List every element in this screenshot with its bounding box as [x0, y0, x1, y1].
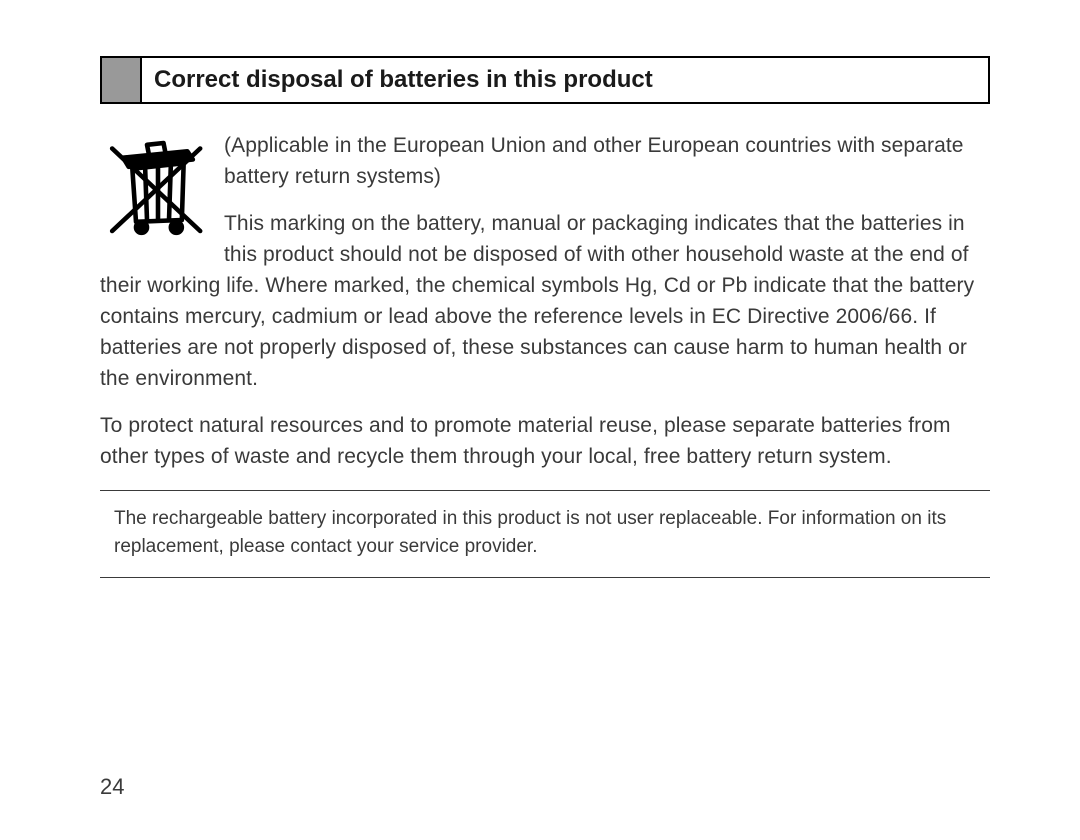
section-body: (Applicable in the European Union and ot… [100, 130, 990, 578]
note-block: The rechargeable battery incorporated in… [100, 490, 990, 578]
weee-bin-icon [100, 132, 216, 242]
heading-swatch [102, 58, 142, 102]
page-number: 24 [100, 774, 124, 800]
manual-page: Correct disposal of batteries in this pr… [0, 0, 1080, 840]
section-heading-box: Correct disposal of batteries in this pr… [100, 56, 990, 104]
crossed-out-bin-svg [100, 132, 216, 242]
note-text: The rechargeable battery incorporated in… [114, 505, 990, 561]
protect-paragraph: To protect natural resources and to prom… [100, 410, 990, 472]
marking-paragraph: This marking on the battery, manual or p… [100, 208, 990, 394]
section-heading: Correct disposal of batteries in this pr… [142, 58, 653, 102]
applicability-note: (Applicable in the European Union and ot… [100, 130, 990, 192]
